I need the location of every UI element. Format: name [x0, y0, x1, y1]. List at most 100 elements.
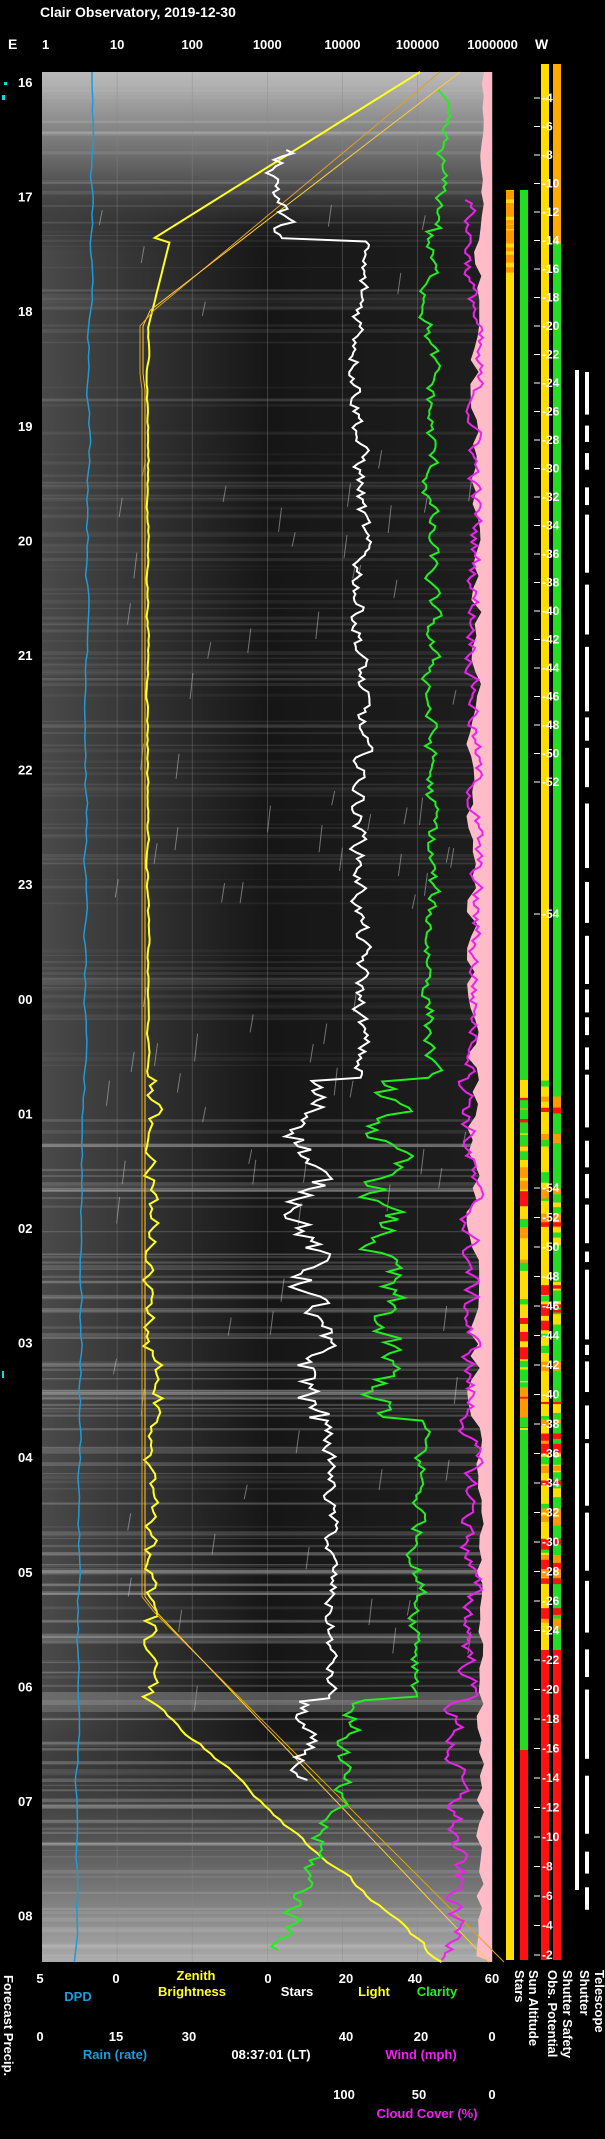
- telescope-active-segment: [585, 717, 589, 741]
- marker-top: [4, 82, 7, 85]
- sun-tick-label: -24: [542, 1624, 560, 1638]
- sun-tick-label: -16: [542, 262, 560, 276]
- shutter-safety-segment: [553, 1569, 561, 1578]
- meteor-trail: [249, 1014, 254, 1033]
- obs-potential-segment: [541, 1452, 549, 1460]
- telescope-active-segment: [585, 1269, 589, 1340]
- meteor-trail: [419, 797, 424, 825]
- sun-tick-label: -12: [542, 1801, 560, 1815]
- zenith-tick-0: 0: [264, 1971, 271, 1986]
- sun-altitude-segment: [520, 1117, 528, 1126]
- telescope-active-segment: [585, 1074, 589, 1128]
- obs-potential-segment: [541, 1361, 549, 1372]
- sun-tick-label: -8: [542, 148, 553, 162]
- time-tick-label: 08: [18, 1909, 32, 1924]
- sun-tick-label: -20: [542, 319, 560, 333]
- sun-tick-label: -38: [542, 576, 560, 590]
- dpd-tick-0: 0: [112, 1971, 119, 1986]
- meteor-trail: [450, 847, 455, 868]
- stars-line: [264, 149, 374, 1781]
- sun-tick-label: -48: [542, 718, 560, 732]
- col-stars: Stars: [512, 1970, 527, 2003]
- obs-potential-segment: [541, 1309, 549, 1316]
- meteor-trail: [201, 301, 206, 316]
- sun-tick-label: -48: [542, 1270, 560, 1284]
- obs-potential-segment: [541, 1304, 549, 1311]
- stars-status-segment: [506, 267, 514, 271]
- meteor-trail: [339, 847, 343, 872]
- time-tick-label: 23: [18, 877, 32, 892]
- meteor-trail: [227, 1317, 232, 1336]
- shutter-safety-segment: [553, 1548, 561, 1559]
- shutter-safety-segment: [553, 1608, 561, 1615]
- obs-potential-segment: [541, 1314, 549, 1321]
- sun-tick-label: -30: [542, 1535, 560, 1549]
- shutter-safety-segment: [553, 1555, 561, 1563]
- telescope-active-segment: [585, 1344, 589, 1356]
- shutter-safety-segment: [553, 1172, 561, 1178]
- sun-altitude-bar-mixed: [520, 1080, 528, 1430]
- sun-tick-label: -36: [542, 547, 560, 561]
- time-tick-label: 04: [18, 1450, 33, 1465]
- meteor-trail: [368, 1598, 373, 1626]
- sun-tick-label: -50: [542, 747, 560, 761]
- time-tick-label: 03: [18, 1336, 32, 1351]
- telescope-active-segment: [585, 1580, 589, 1633]
- col-sun-altitude: Sun Altitude: [526, 1970, 541, 2046]
- meteor-trail: [118, 497, 123, 518]
- sun-altitude-segment: [520, 1299, 528, 1305]
- meteor-trail: [343, 534, 348, 559]
- sun-tick-label: -8: [542, 1860, 553, 1874]
- meteor-trail: [194, 1033, 199, 1062]
- telescope-active-segment: [585, 1047, 589, 1070]
- obs-potential-segment: [541, 1608, 549, 1619]
- telescope-active-segment: [585, 881, 589, 923]
- rain-tick-15: 15: [109, 2029, 123, 2044]
- meteor-trail: [278, 507, 283, 532]
- sun-altitude-segment: [520, 1347, 528, 1360]
- meteor-trail: [112, 1358, 117, 1375]
- time-tick-label: 21: [18, 648, 32, 663]
- obs-potential-bar: [541, 64, 549, 1960]
- meteor-trail: [178, 1610, 183, 1633]
- sun-tick-label: -12: [542, 205, 560, 219]
- sun-tick-label: -44: [542, 661, 560, 675]
- obs-potential-segment: [541, 1618, 549, 1623]
- sun-altitude-segment: [520, 1390, 528, 1400]
- obs-potential-segment: [541, 1222, 549, 1227]
- telescope-active-segment: [585, 1775, 589, 1834]
- meteor-trail: [331, 790, 336, 806]
- rain-label: Rain (rate): [83, 2047, 147, 2062]
- meteor-trail: [349, 1080, 354, 1098]
- time-tick-label: 20: [18, 533, 32, 548]
- obs-potential-segment: [541, 1237, 549, 1244]
- sun-tick-label: -6: [542, 1889, 553, 1903]
- obs-potential-segment: [541, 1515, 549, 1522]
- sun-tick-label: -34: [542, 519, 560, 533]
- clarity-label: Clarity: [417, 1984, 458, 1999]
- shutter-safety-segment: [553, 1222, 561, 1227]
- obs-potential-segment: [541, 1285, 549, 1295]
- clarity-line: [269, 89, 452, 1951]
- sun-tick-label: -14: [542, 234, 560, 248]
- timestamp: 08:37:01 (LT): [231, 2047, 310, 2062]
- sun-tick-label: -32: [542, 490, 560, 504]
- sun-altitude-segment: [520, 1385, 528, 1395]
- shutter-safety-segment: [553, 1618, 561, 1629]
- meteor-trail: [222, 485, 227, 502]
- obs-potential-segment: [541, 1419, 549, 1427]
- obs-potential-segment: [541, 1333, 549, 1338]
- meteor-trail: [295, 1430, 300, 1454]
- shutter-safety-segment: [553, 1419, 561, 1424]
- obs-potential-segment: [541, 1443, 549, 1454]
- telescope-active-segment: [585, 584, 589, 635]
- sun-altitude-segment: [520, 1151, 528, 1160]
- shutter-safety-segment: [553, 1508, 561, 1517]
- sun-altitude-segment: [520, 1398, 528, 1410]
- telescope-active-segment: [585, 453, 589, 470]
- meteor-trail: [387, 505, 392, 533]
- time-tick-label: 06: [18, 1679, 32, 1694]
- meteor-trail: [378, 1469, 383, 1491]
- sun-altitude-segment: [520, 1318, 528, 1324]
- meteor-trail: [202, 1106, 207, 1123]
